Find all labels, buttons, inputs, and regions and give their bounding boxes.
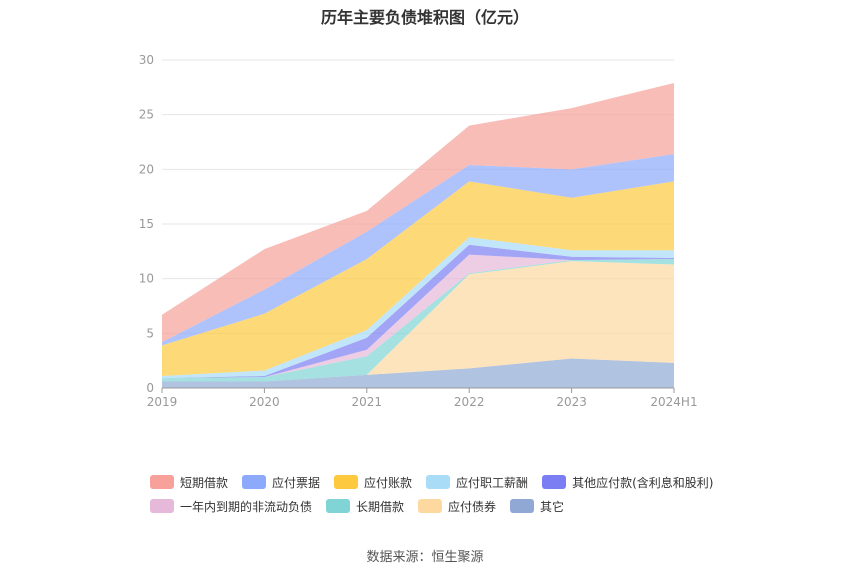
y-tick-label: 5 [146, 326, 154, 340]
legend-item[interactable]: 应付账款 [334, 474, 412, 491]
legend-swatch [334, 475, 359, 489]
area-应付职工薪酬 [162, 237, 674, 379]
axes: 0 5 10 15 20 25 30 2019 2020 2021 2022 2023 2024H1 [139, 53, 698, 409]
area-应付账款 [162, 181, 674, 376]
legend-swatch [326, 499, 351, 513]
legend-swatch [426, 475, 451, 489]
legend-label: 其他应付款(含利息和股利) [572, 475, 714, 490]
y-tick-label: 20 [139, 162, 154, 176]
legend-row: 一年内到期的非流动负债 长期借款 应付债券 其它 [150, 494, 750, 518]
legend-item[interactable]: 应付职工薪酬 [426, 474, 528, 491]
area-应付票据 [162, 154, 674, 346]
area-其他应付款(含利息和股利) [162, 244, 674, 379]
legend-item[interactable]: 短期借款 [150, 474, 228, 491]
y-tick-label: 10 [139, 272, 154, 286]
area-长期借款 [162, 258, 674, 382]
x-tick-label: 2024H1 [650, 395, 697, 409]
area-series [162, 82, 674, 388]
legend-swatch [150, 475, 174, 489]
legend-item[interactable]: 长期借款 [326, 498, 404, 515]
data-source: 数据来源：恒生聚源 [366, 550, 484, 565]
chart-title: 历年主要负债堆积图（亿元） [320, 8, 529, 27]
legend-item[interactable]: 应付票据 [242, 474, 320, 491]
y-tick-label: 0 [146, 381, 154, 395]
legend-item[interactable]: 其他应付款(含利息和股利) [542, 474, 713, 491]
legend-label: 短期借款 [180, 475, 229, 490]
legend-label: 其它 [540, 499, 565, 514]
x-tick-label: 2019 [147, 395, 178, 409]
y-tick-label: 15 [139, 217, 154, 231]
legend-item[interactable]: 一年内到期的非流动负债 [150, 498, 312, 515]
legend-swatch [418, 499, 443, 513]
legend-item[interactable]: 应付债券 [418, 498, 496, 515]
area-应付债券 [162, 261, 674, 382]
legend-label: 一年内到期的非流动负债 [180, 499, 313, 514]
legend-swatch [542, 475, 567, 489]
legend-label: 应付债券 [448, 499, 497, 514]
x-tick-label: 2022 [454, 395, 485, 409]
y-tick-label: 30 [139, 53, 154, 67]
legend-swatch [242, 475, 267, 489]
legend-item[interactable]: 其它 [510, 498, 564, 515]
legend-label: 应付账款 [364, 475, 413, 490]
legend-row: 短期借款 应付票据 应付账款 应付职工薪酬 其他应付款(含利息和股利) [150, 470, 750, 494]
x-tick-label: 2020 [249, 395, 280, 409]
legend-swatch [510, 499, 535, 513]
x-tick-label: 2023 [556, 395, 587, 409]
area-短期借款 [162, 82, 674, 343]
x-tick-label: 2021 [352, 395, 383, 409]
legend-label: 长期借款 [356, 499, 405, 514]
legend: 短期借款 应付票据 应付账款 应付职工薪酬 其他应付款(含利息和股利) 一年内到期的非流动… [150, 470, 750, 518]
area-其它 [162, 358, 674, 388]
legend-swatch [150, 499, 174, 513]
legend-label: 应付职工薪酬 [456, 475, 529, 490]
y-tick-label: 25 [139, 108, 154, 122]
legend-label: 应付票据 [272, 475, 321, 490]
